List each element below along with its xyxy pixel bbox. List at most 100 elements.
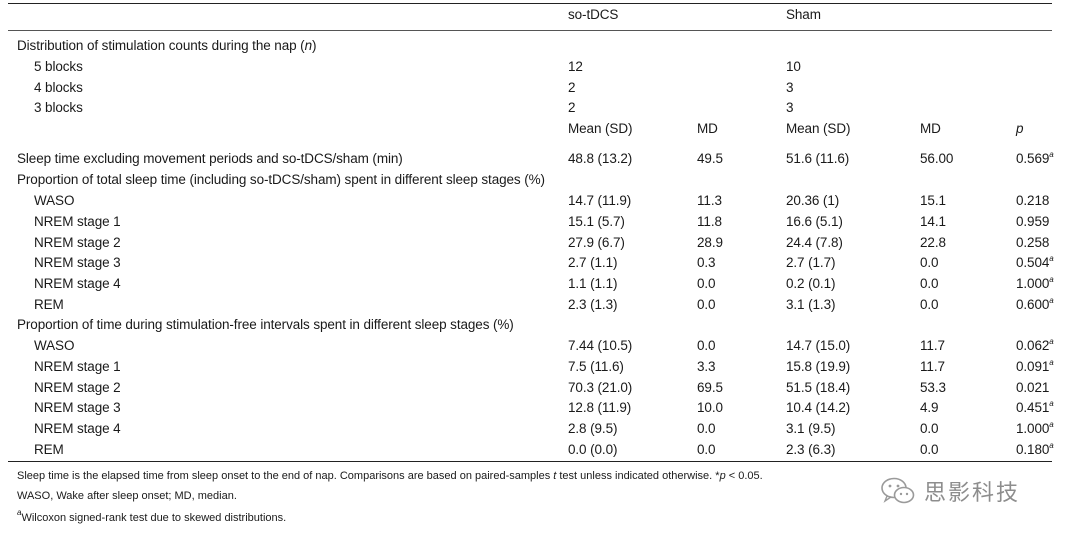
md-sotdcs: 0.3 xyxy=(697,255,716,271)
p-value-number: 0.021 xyxy=(1016,379,1050,395)
table-row: WASO 14.7 (11.9) 11.3 20.36 (1) 15.1 0.218 xyxy=(0,191,1080,211)
p-value: 0.021 xyxy=(1016,378,1049,398)
md-sham: 15.1 xyxy=(920,193,946,208)
subheader-p: p xyxy=(1016,121,1024,136)
md-sotdcs: 0.0 xyxy=(697,338,716,353)
p-value-superscript: a xyxy=(1049,441,1054,450)
footnote-2: WASO, Wake after sleep onset; MD, median… xyxy=(17,490,237,502)
p-value-superscript: a xyxy=(1049,420,1054,430)
p-value: 0.504a xyxy=(1016,253,1054,273)
md-sham: 0.0 xyxy=(920,255,939,271)
row-label: NREM stage 4 xyxy=(34,276,121,292)
mean-sd-sham: 51.5 (18.4) xyxy=(786,379,851,395)
row-label: WASO xyxy=(34,193,75,208)
mean-sd-sham: 0.2 (0.1) xyxy=(786,276,836,292)
mean-sd-sham: 14.7 (15.0) xyxy=(786,338,851,353)
md-sotdcs: 0.0 xyxy=(697,421,716,437)
column-header-sotdcs: so-tDCS xyxy=(568,7,619,22)
mean-sd-sham: 3.1 (1.3) xyxy=(786,297,836,312)
mean-sd-sotdcs: 12.8 (11.9) xyxy=(568,400,632,416)
p-value-superscript: a xyxy=(1049,275,1054,285)
count-sotdcs: 12 xyxy=(568,59,583,74)
mean-sd-sotdcs: 2.3 (1.3) xyxy=(568,297,618,312)
md-sotdcs: 3.3 xyxy=(697,358,716,374)
p-value-number: 0.959 xyxy=(1016,213,1050,229)
subheader-row: Mean (SD) MD Mean (SD) MD p xyxy=(0,119,1080,139)
p-value-number: 0.504 xyxy=(1016,255,1050,271)
row-label: NREM stage 3 xyxy=(34,255,121,271)
mean-sd-sotdcs: 2.7 (1.1) xyxy=(568,255,618,271)
md-sham: 4.9 xyxy=(920,400,939,416)
mean-sd-sotdcs: 14.7 (11.9) xyxy=(568,193,632,208)
p-value: 0.959 xyxy=(1016,212,1049,232)
row-label: NREM stage 2 xyxy=(34,234,121,250)
row-label: REM xyxy=(34,442,64,457)
table-row: REM 2.3 (1.3) 0.0 3.1 (1.3) 0.0 0.600a xyxy=(0,295,1080,315)
sleep-time-label: Sleep time excluding movement periods an… xyxy=(17,151,403,166)
md-sham: 53.3 xyxy=(920,379,946,395)
section1-title: Proportion of total sleep time (includin… xyxy=(17,172,545,187)
md-sham: 11.7 xyxy=(920,338,945,353)
section2-title-row: Proportion of time during stimulation-fr… xyxy=(0,315,1080,335)
p-value-superscript: a xyxy=(1049,399,1054,409)
header-rule xyxy=(8,30,1052,31)
mean-sd-sham: 3.1 (9.5) xyxy=(786,421,836,437)
count-sham: 3 xyxy=(786,79,794,95)
mean-sd-sham: 10.4 (14.2) xyxy=(786,400,851,416)
mean-sd-sotdcs: 7.5 (11.6) xyxy=(568,358,624,374)
md-sham: 22.8 xyxy=(920,234,946,250)
p-value-number: 0.180 xyxy=(1016,442,1050,457)
p-value: 0.451a xyxy=(1016,398,1054,418)
row-label: 5 blocks xyxy=(34,59,83,74)
table-row: NREM stage 2 70.3 (21.0) 69.5 51.5 (18.4) 53… xyxy=(0,378,1080,398)
distribution-title: Distribution of stimulation counts durin… xyxy=(17,38,317,53)
mean-sd-sotdcs: 27.9 (6.7) xyxy=(568,234,625,250)
distribution-title-row: Distribution of stimulation counts durin… xyxy=(0,36,1080,56)
md-sotdcs: 0.0 xyxy=(697,442,716,457)
row-label: NREM stage 1 xyxy=(34,213,121,229)
p-value-number: 0.218 xyxy=(1016,193,1050,208)
count-sham: 10 xyxy=(786,59,801,74)
count-sham: 3 xyxy=(786,100,794,115)
table-row: NREM stage 4 1.1 (1.1) 0.0 0.2 (0.1) 0.0 1.00… xyxy=(0,274,1080,294)
table-row: WASO 7.44 (10.5) 0.0 14.7 (15.0) 11.7 0.062a xyxy=(0,336,1080,356)
md-sotdcs: 0.0 xyxy=(697,276,716,292)
p-value-superscript: a xyxy=(1049,296,1054,305)
p-value: 0.091a xyxy=(1016,357,1054,377)
row-label: WASO xyxy=(34,338,75,353)
p-value-number: 1.000 xyxy=(1016,276,1050,292)
p-value: 1.000a xyxy=(1016,419,1054,439)
table-row: NREM stage 1 7.5 (11.6) 3.3 15.8 (19.9) 11.7… xyxy=(0,357,1080,377)
md-sham: 14.1 xyxy=(920,213,946,229)
row-label: REM xyxy=(34,297,64,312)
subheader-mean-sd-sham: Mean (SD) xyxy=(786,121,851,136)
mean-sd-sotdcs: 2.8 (9.5) xyxy=(568,421,618,437)
p-value-number: 0.258 xyxy=(1016,234,1050,250)
mean-sd-sham: 16.6 (5.1) xyxy=(786,213,843,229)
p-value-superscript: a xyxy=(1049,254,1054,264)
table-row: NREM stage 3 12.8 (11.9) 10.0 10.4 (14.2) 4.… xyxy=(0,398,1080,418)
p-value-superscript: a xyxy=(1049,337,1054,346)
md-sotdcs: 11.8 xyxy=(697,213,722,229)
row-label: NREM stage 4 xyxy=(34,421,121,437)
p-value: 1.000a xyxy=(1016,274,1054,294)
mean-sd-sham: 20.36 (1) xyxy=(786,193,840,208)
p-value-number: 0.600 xyxy=(1016,297,1050,312)
md-sotdcs: 69.5 xyxy=(697,379,723,395)
mean-sd-sham: 15.8 (19.9) xyxy=(786,358,851,374)
mean-sd-sotdcs: 7.44 (10.5) xyxy=(568,338,633,353)
section2-title: Proportion of time during stimulation-fr… xyxy=(17,317,514,332)
column-header-sham: Sham xyxy=(786,7,821,22)
table-row: NREM stage 2 27.9 (6.7) 28.9 24.4 (7.8) 22.8… xyxy=(0,233,1080,253)
sleep-time-md-sham: 56.00 xyxy=(920,151,954,166)
p-value-number: 1.000 xyxy=(1016,421,1050,437)
subheader-mean-sd-sotdcs: Mean (SD) xyxy=(568,121,633,136)
p-value-number: 0.062 xyxy=(1016,338,1050,353)
mean-sd-sotdcs: 70.3 (21.0) xyxy=(568,379,633,395)
md-sham: 0.0 xyxy=(920,276,939,292)
mean-sd-sotdcs: 15.1 (5.7) xyxy=(568,213,625,229)
sleep-time-mean-sham: 51.6 (11.6) xyxy=(786,151,850,166)
subheader-md-sham: MD xyxy=(920,121,941,136)
footnote-1: Sleep time is the elapsed time from slee… xyxy=(17,470,763,482)
